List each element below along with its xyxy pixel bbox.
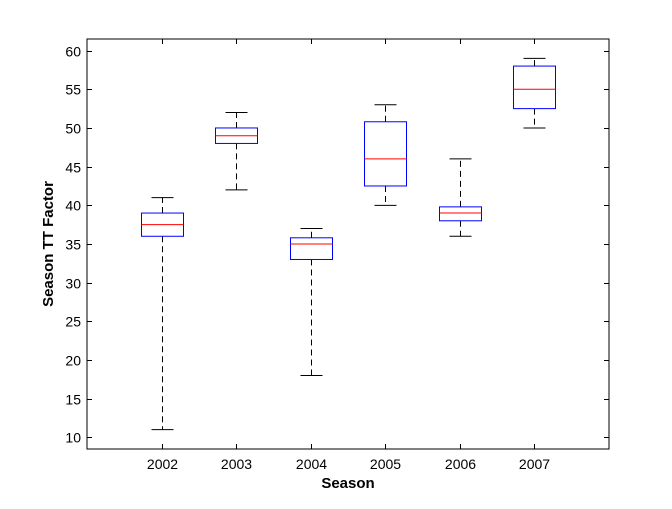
x-tick-label: 2005	[370, 456, 401, 472]
box-2002	[141, 197, 184, 431]
interquartile-box	[439, 206, 482, 222]
x-tick-label: 2006	[445, 456, 476, 472]
x-axis-title: Season	[321, 475, 374, 492]
y-tick-label: 25	[65, 314, 81, 330]
y-tick-label: 10	[65, 430, 81, 446]
x-tick-label: 2007	[519, 456, 550, 472]
y-tick-label: 55	[65, 82, 81, 98]
x-axis-ticks: 2002 2003 2004 2005 2006 2007	[147, 39, 550, 472]
x-tick-label: 2004	[296, 456, 327, 472]
plot-frame	[86, 38, 610, 450]
y-tick-label: 60	[65, 44, 81, 60]
interquartile-box	[364, 121, 407, 187]
boxes	[141, 57, 556, 431]
y-axis-ticks: 10 15 20 25 30 35 40 45 50 55 60	[65, 44, 609, 446]
y-tick-label: 15	[65, 392, 81, 408]
y-tick-label: 20	[65, 353, 81, 369]
y-tick-label: 50	[65, 121, 81, 137]
box-2006	[439, 158, 482, 237]
interquartile-box	[290, 237, 333, 260]
interquartile-box	[513, 65, 556, 110]
box-2005	[364, 104, 407, 206]
box-2003	[215, 111, 258, 191]
box-2007	[513, 57, 556, 129]
x-tick-label: 2003	[221, 456, 252, 472]
y-tick-label: 30	[65, 276, 81, 292]
x-tick-label: 2002	[147, 456, 178, 472]
axes	[86, 38, 610, 450]
y-tick-label: 35	[65, 237, 81, 253]
box-2004	[290, 228, 333, 377]
y-tick-label: 45	[65, 160, 81, 176]
y-axis-title: Season TT Factor	[40, 181, 57, 307]
y-tick-label: 40	[65, 198, 81, 214]
